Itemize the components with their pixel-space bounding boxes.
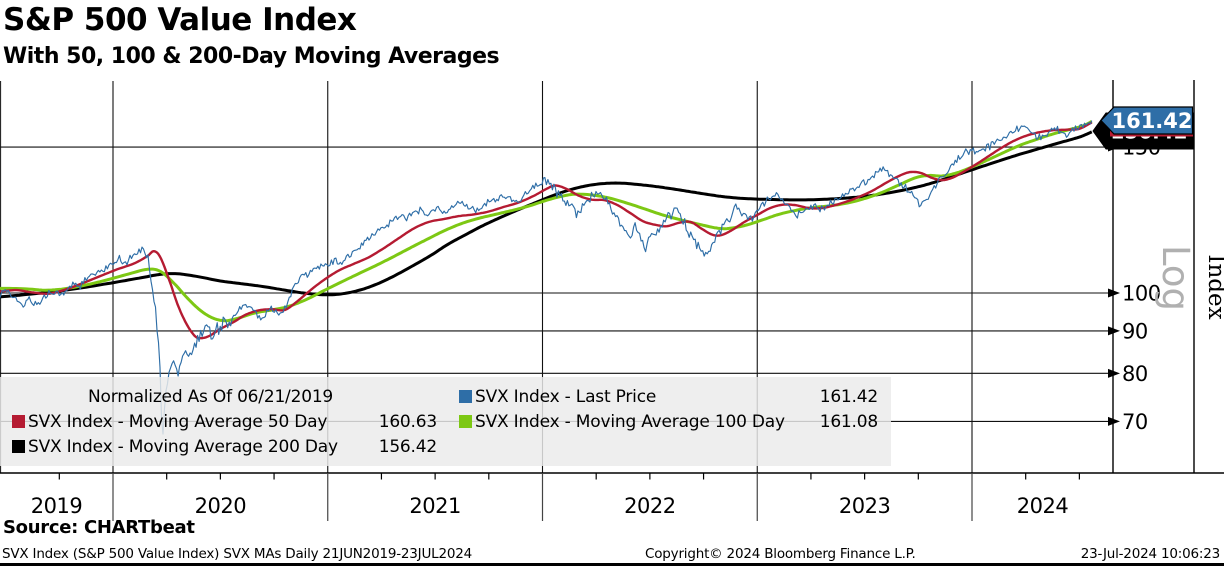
legend-item-ma50: SVX Index - Moving Average 50 Day 160.63 — [0, 409, 447, 434]
x-tick-label: 2020 — [195, 494, 246, 518]
y-tick-label: 70 — [1122, 410, 1148, 434]
legend-item-label: SVX Index - Last Price — [475, 386, 657, 407]
legend-item-last-price: SVX Index - Last Price 161.42 — [447, 384, 891, 409]
page-title: S&P 500 Value Index — [3, 2, 357, 38]
y-tick-label: 90 — [1122, 319, 1148, 343]
legend-item-value: 161.08 — [819, 411, 878, 432]
y-tick-arrow-icon — [1108, 368, 1120, 378]
y-tick-label: 100 — [1122, 282, 1161, 306]
series-line-last-price — [0, 120, 1093, 435]
legend-item-ma100: SVX Index - Moving Average 100 Day 161.0… — [447, 409, 891, 434]
source-line: Source: CHARTbeat — [3, 517, 195, 538]
ma100-swatch-icon — [459, 415, 472, 428]
x-tick-label: 2021 — [409, 494, 460, 518]
legend-item-ma200: SVX Index - Moving Average 200 Day 156.4… — [0, 434, 447, 459]
chart-legend: Normalized As Of 06/21/2019 SVX Index - … — [0, 377, 891, 466]
x-tick-label: 2022 — [624, 494, 675, 518]
y-tick-arrow-icon — [1108, 416, 1120, 426]
series-line-ma100 — [0, 120, 1093, 323]
x-tick-label: 2019 — [31, 494, 82, 518]
y-tick-label: 80 — [1122, 362, 1148, 386]
x-tick-label: 2023 — [839, 494, 890, 518]
legend-item-label: SVX Index - Moving Average 100 Day — [475, 411, 785, 432]
footer-dataset-label: SVX Index (S&P 500 Value Index) SVX MAs … — [2, 546, 473, 562]
footer-timestamp: 23-Jul-2024 10:06:23 — [1080, 546, 1220, 562]
legend-item-label: SVX Index - Moving Average 50 Day — [28, 411, 328, 432]
legend-item-label: SVX Index - Moving Average 200 Day — [28, 436, 338, 457]
y-tick-arrow-icon — [1108, 288, 1120, 298]
y-tick-arrow-icon — [1108, 326, 1120, 336]
x-tick-label: 2024 — [1017, 494, 1069, 518]
series-line-ma50 — [0, 121, 1093, 340]
ma200-swatch-icon — [12, 440, 25, 453]
legend-empty-cell — [447, 434, 891, 459]
chart-subtitle: With 50, 100 & 200-Day Moving Averages — [3, 44, 500, 69]
legend-item-value: 156.42 — [378, 436, 437, 457]
legend-normalized-label: Normalized As Of 06/21/2019 — [88, 386, 334, 407]
last-price-badge — [1100, 106, 1194, 135]
last-price-badge-value: 161.42 — [1111, 109, 1192, 133]
legend-item-value: 160.63 — [378, 411, 437, 432]
legend-item-value: 161.42 — [819, 386, 878, 407]
footer-copyright-label: Copyright© 2024 Bloomberg Finance L.P. — [645, 546, 916, 562]
log-scale-label: Log — [1154, 245, 1197, 311]
last-price-swatch-icon — [459, 390, 472, 403]
legend-normalized-note: Normalized As Of 06/21/2019 — [0, 384, 447, 409]
ma50-swatch-icon — [12, 415, 25, 428]
y-axis-title: Index — [1203, 254, 1224, 319]
